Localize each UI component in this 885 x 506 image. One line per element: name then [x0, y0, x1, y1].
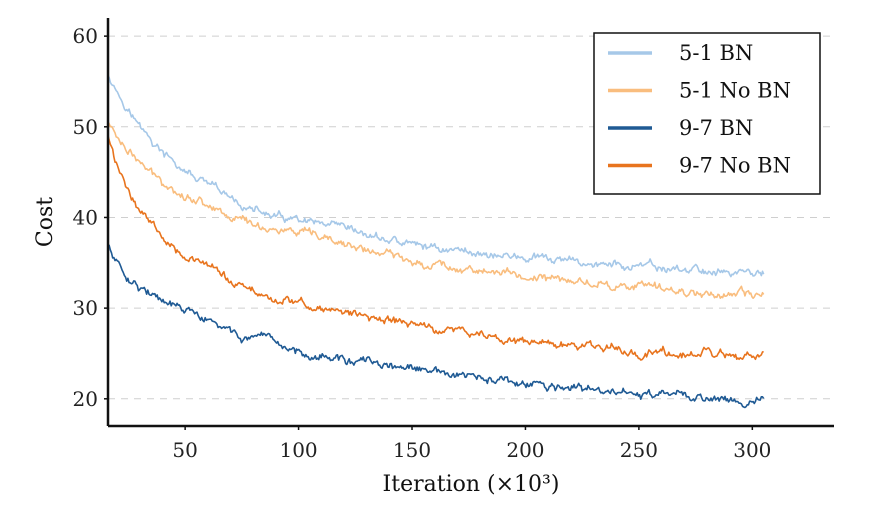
plot-series [107, 74, 765, 409]
legend-label: 5-1 No BN [679, 79, 791, 103]
legend-label: 5-1 BN [679, 41, 753, 65]
y-axis-title: Cost [33, 197, 58, 247]
x-tick-label: 300 [733, 438, 771, 462]
x-axis-title: Iteration (×10³) [383, 472, 560, 497]
y-tick-label: 20 [73, 387, 98, 411]
y-tick-label: 30 [73, 296, 98, 320]
legend-label: 9-7 BN [679, 116, 753, 140]
x-tick-label: 50 [172, 438, 197, 462]
x-tick-label: 150 [393, 438, 431, 462]
tick-labels: 20 30 40 50 60 50 100 150 200 250 300 [73, 24, 772, 462]
series-line [107, 121, 765, 300]
series-line [107, 74, 765, 278]
legend-label: 9-7 No BN [679, 154, 791, 178]
x-tick-label: 100 [279, 438, 317, 462]
series-line [107, 243, 765, 409]
y-tick-label: 40 [73, 205, 98, 229]
x-tick-label: 200 [506, 438, 544, 462]
legend: 5-1 BN 5-1 No BN 9-7 BN 9-7 No BN [593, 32, 821, 195]
axes [106, 18, 834, 428]
y-tick-label: 50 [73, 115, 98, 139]
series-line [107, 135, 764, 361]
y-tick-label: 60 [73, 24, 98, 48]
x-tick-label: 250 [620, 438, 658, 462]
